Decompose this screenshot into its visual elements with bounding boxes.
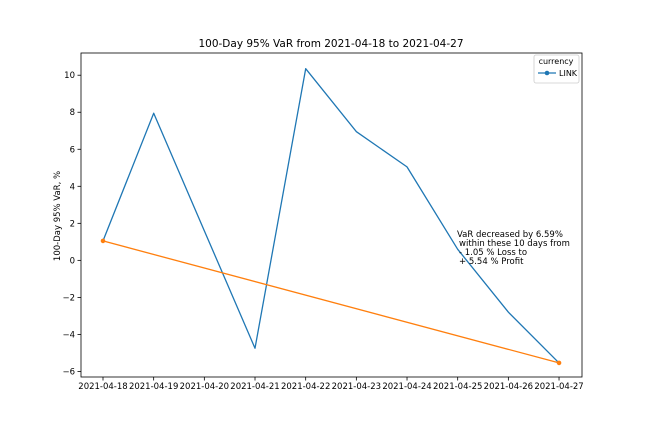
plot-area — [80, 52, 583, 378]
annotation-text: VaR decreased by 6.59% within these 10 d… — [457, 230, 570, 267]
legend-marker-link — [544, 70, 550, 76]
y-tick-label: −2 — [62, 293, 75, 303]
y-tick-label: 6 — [70, 145, 75, 155]
y-tick-label: 8 — [70, 108, 75, 118]
x-tick-label: 2021-04-19 — [129, 382, 178, 392]
y-tick-label: 2 — [70, 219, 75, 229]
y-tick-label: 4 — [70, 182, 75, 192]
x-tick-label: 2021-04-23 — [332, 382, 381, 392]
annotation-line-2: within these 10 days from — [459, 239, 570, 249]
y-tick-label: 0 — [70, 256, 75, 266]
annotation-line-3: - 1.05 % Loss to — [459, 248, 527, 258]
series-line-link — [102, 68, 560, 364]
y-tick-label: −4 — [62, 330, 75, 340]
x-tick-label: 2021-04-24 — [382, 382, 431, 392]
x-tick-label: 2021-04-18 — [78, 382, 127, 392]
legend-title: currency — [539, 57, 574, 66]
plot-frame — [80, 52, 583, 378]
annotation-line-1: VaR decreased by 6.59% — [457, 230, 563, 240]
y-axis-label: 100-Day 95% VaR, % — [53, 171, 63, 261]
chart-title: 100-Day 95% VaR from 2021-04-18 to 2021-… — [198, 38, 463, 50]
x-tick-label: 2021-04-26 — [484, 382, 533, 392]
series-layer — [100, 68, 562, 366]
x-tick-label: 2021-04-20 — [180, 382, 229, 392]
x-axis: 2021-04-18 2021-04-19 2021-04-20 2021-04-21… — [78, 377, 584, 392]
y-tick-label: −6 — [62, 367, 75, 377]
x-tick-label: 2021-04-21 — [230, 382, 279, 392]
annotation-line-4: + 5.54 % Profit — [459, 257, 524, 267]
trend-line — [102, 240, 560, 364]
legend-entry-link: LINK — [559, 69, 578, 78]
legend-frame — [533, 54, 580, 84]
trend-point — [556, 360, 562, 366]
x-tick-label: 2021-04-22 — [281, 382, 330, 392]
legend: currency LINK — [533, 54, 580, 84]
y-axis: −6 −4 −2 0 2 4 6 8 10 — [62, 71, 81, 377]
x-tick-label: 2021-04-25 — [433, 382, 482, 392]
y-tick-label: 10 — [64, 71, 75, 81]
x-tick-label: 2021-04-27 — [534, 382, 583, 392]
trend-point — [100, 238, 106, 244]
